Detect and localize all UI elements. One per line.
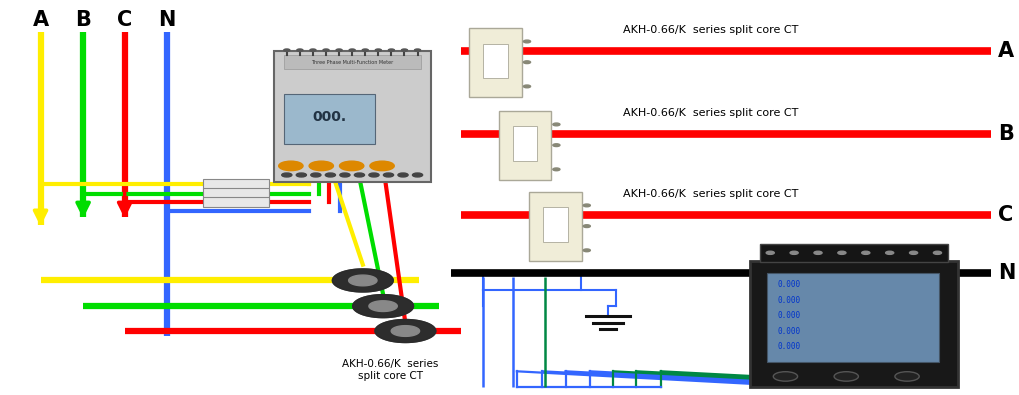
Polygon shape [375, 320, 436, 342]
Polygon shape [348, 275, 377, 286]
FancyBboxPatch shape [750, 261, 958, 387]
Polygon shape [353, 295, 414, 318]
Circle shape [766, 251, 774, 254]
Circle shape [340, 173, 350, 177]
Text: N: N [999, 263, 1016, 282]
FancyBboxPatch shape [543, 207, 568, 242]
Circle shape [398, 173, 408, 177]
FancyBboxPatch shape [203, 197, 269, 207]
Circle shape [323, 49, 329, 51]
Circle shape [339, 161, 364, 171]
Circle shape [583, 225, 590, 228]
Polygon shape [369, 301, 397, 312]
Polygon shape [391, 325, 420, 337]
Circle shape [325, 173, 335, 177]
Text: Three Phase Multi-Function Meter: Three Phase Multi-Function Meter [311, 60, 393, 64]
Text: 000.: 000. [312, 109, 346, 124]
Circle shape [297, 49, 303, 51]
Text: AKH-0.66/K  series split core CT: AKH-0.66/K series split core CT [624, 107, 799, 118]
Circle shape [553, 144, 560, 147]
FancyBboxPatch shape [767, 273, 940, 362]
FancyBboxPatch shape [513, 126, 537, 161]
Circle shape [336, 49, 342, 51]
Circle shape [838, 251, 846, 254]
Circle shape [553, 168, 560, 171]
Text: N: N [159, 10, 176, 30]
Text: C: C [117, 10, 132, 30]
Circle shape [933, 251, 942, 254]
Circle shape [524, 40, 531, 43]
Text: 0.000: 0.000 [777, 342, 801, 351]
Circle shape [773, 372, 798, 381]
Text: A: A [33, 10, 49, 30]
Polygon shape [375, 320, 436, 342]
Circle shape [401, 49, 408, 51]
Text: 0.000: 0.000 [777, 327, 801, 336]
FancyBboxPatch shape [203, 188, 269, 199]
Circle shape [790, 251, 798, 254]
FancyBboxPatch shape [483, 43, 507, 78]
Circle shape [362, 49, 368, 51]
Circle shape [297, 173, 307, 177]
Text: AKH-0.66/K  series split core CT: AKH-0.66/K series split core CT [624, 188, 799, 199]
Circle shape [309, 161, 333, 171]
Circle shape [583, 204, 590, 207]
FancyBboxPatch shape [203, 179, 269, 189]
Circle shape [862, 251, 870, 254]
Circle shape [375, 49, 381, 51]
Circle shape [355, 173, 365, 177]
Circle shape [524, 85, 531, 88]
Circle shape [350, 49, 356, 51]
Circle shape [895, 372, 919, 381]
Circle shape [283, 49, 289, 51]
Text: B: B [999, 124, 1014, 144]
Polygon shape [353, 295, 414, 318]
Circle shape [388, 49, 394, 51]
Circle shape [311, 173, 321, 177]
Circle shape [583, 249, 590, 252]
Circle shape [814, 251, 822, 254]
Circle shape [369, 173, 379, 177]
Text: C: C [999, 205, 1014, 225]
Circle shape [370, 161, 394, 171]
Text: A: A [999, 41, 1014, 61]
Text: AKH-0.66/K  series
split core CT: AKH-0.66/K series split core CT [342, 359, 438, 381]
FancyBboxPatch shape [274, 51, 431, 182]
Polygon shape [332, 269, 393, 292]
Circle shape [553, 123, 560, 126]
Text: 0.000: 0.000 [777, 312, 801, 320]
Text: AKH-0.66/K  series split core CT: AKH-0.66/K series split core CT [624, 24, 799, 35]
Circle shape [281, 173, 291, 177]
Circle shape [415, 49, 421, 51]
Circle shape [310, 49, 316, 51]
Text: Fuse: Fuse [274, 155, 306, 169]
Text: B: B [75, 10, 91, 30]
Circle shape [383, 173, 393, 177]
FancyBboxPatch shape [529, 192, 582, 261]
Circle shape [886, 251, 894, 254]
Circle shape [413, 173, 423, 177]
Circle shape [279, 161, 303, 171]
Text: 0.000: 0.000 [777, 296, 801, 305]
FancyBboxPatch shape [498, 111, 551, 180]
FancyBboxPatch shape [469, 28, 522, 97]
Polygon shape [332, 269, 393, 292]
Circle shape [910, 251, 918, 254]
FancyBboxPatch shape [283, 94, 375, 144]
Circle shape [524, 61, 531, 64]
Circle shape [835, 372, 858, 381]
FancyBboxPatch shape [283, 55, 421, 69]
FancyBboxPatch shape [760, 244, 948, 262]
Text: 0.000: 0.000 [777, 280, 801, 289]
